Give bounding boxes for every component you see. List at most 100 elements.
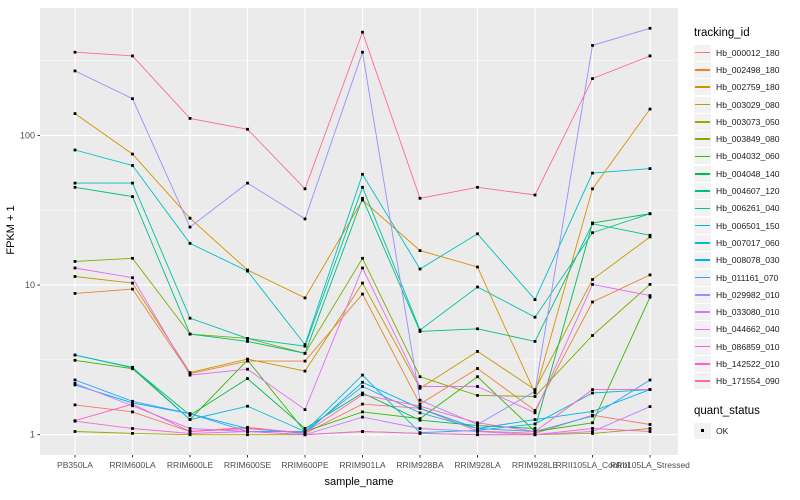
data-point (361, 410, 364, 414)
data-point (648, 26, 652, 30)
data-point (591, 171, 594, 175)
legend-item-label: Hb_007017_060 (716, 237, 780, 248)
data-point (246, 358, 249, 362)
data-point (476, 375, 479, 379)
legend-key (694, 338, 711, 355)
data-point (246, 269, 249, 273)
data-point (361, 198, 364, 202)
data-point (188, 225, 192, 229)
legend-key (694, 165, 711, 182)
data-point (188, 432, 192, 435)
legend-item: Hb_006261_040 (694, 200, 780, 217)
data-point (73, 112, 77, 115)
data-point (533, 427, 537, 430)
data-point (361, 196, 364, 200)
data-point (476, 423, 479, 426)
x-tick-label: RRIM901LA (339, 460, 386, 470)
data-point (648, 378, 652, 382)
data-point (591, 222, 594, 226)
data-point (246, 430, 249, 433)
data-point (533, 391, 537, 395)
data-point (188, 412, 192, 416)
legend-key-line-icon (695, 311, 710, 313)
data-point (476, 421, 479, 425)
data-point (131, 195, 134, 198)
legend-item: Hb_000012_180 (694, 44, 780, 61)
legend-item-label: Hb_029982_010 (716, 289, 780, 300)
data-point (361, 281, 364, 285)
data-point (476, 394, 479, 397)
data-point (418, 398, 422, 402)
data-point (131, 432, 134, 435)
legend-item-label: Hb_002759_180 (716, 82, 780, 93)
data-point (591, 430, 594, 433)
data-point (303, 217, 307, 221)
legend-item-label: Hb_008078_030 (716, 255, 780, 266)
legend-key (694, 113, 711, 130)
legend-item: Hb_004032_060 (694, 148, 780, 165)
data-point (73, 275, 77, 278)
legend-key-line-icon (695, 294, 710, 296)
x-axis-title: sample_name (324, 476, 394, 488)
legend-item: Hb_171554_090 (694, 373, 780, 390)
data-point (591, 77, 594, 80)
legend-item: Hb_003849_080 (694, 130, 780, 148)
data-point (533, 395, 537, 398)
data-point (418, 328, 422, 332)
data-point (131, 402, 134, 406)
data-point (73, 181, 77, 185)
legend-key (694, 234, 711, 251)
legend-item: Hb_003029_080 (694, 96, 780, 113)
data-point (476, 232, 479, 236)
legend-item-label: Hb_003849_080 (716, 134, 780, 145)
data-point (418, 402, 422, 406)
data-point (246, 181, 249, 185)
data-point (303, 296, 307, 300)
data-point (418, 411, 422, 415)
data-point (476, 367, 479, 370)
legend-item-label: Hb_004032_060 (716, 151, 780, 162)
x-tick-label: RRIM600PE (281, 460, 329, 470)
legend-item-label: Hb_086859_010 (716, 341, 780, 352)
legend-key (694, 44, 711, 61)
data-point (418, 427, 422, 430)
data-point (533, 433, 537, 437)
black-square-point-icon (700, 428, 705, 433)
data-point (418, 267, 422, 271)
data-point (591, 187, 594, 191)
data-point (73, 403, 77, 407)
data-point (188, 373, 192, 377)
legend-item-label: Hb_033080_010 (716, 307, 780, 318)
x-tick-label: RRIM928LE (512, 460, 559, 470)
data-point (73, 260, 77, 263)
data-point (188, 413, 192, 417)
x-tick-label: RRII105LA_Control (556, 460, 630, 470)
data-point (131, 410, 134, 414)
legend-item-label: Hb_004607_120 (716, 186, 780, 197)
y-axis-title: FPKM + 1 (5, 205, 17, 255)
data-point (418, 432, 422, 435)
legend-key (694, 373, 711, 390)
data-point (533, 430, 537, 433)
legend-key-line-icon (695, 224, 710, 227)
data-point (591, 421, 594, 425)
data-point (188, 418, 192, 421)
data-point (476, 385, 479, 388)
legend-item: Hb_004607_120 (694, 182, 780, 200)
data-point (533, 315, 537, 319)
data-point (246, 340, 249, 343)
legend-item-label: Hb_003029_080 (716, 99, 780, 110)
data-point (418, 418, 422, 422)
data-point (418, 417, 422, 420)
legend-key-line-icon (695, 380, 710, 383)
legend-item: Hb_008078_030 (694, 252, 780, 269)
x-tick-label: RRIM928BA (396, 460, 444, 470)
data-point (361, 430, 364, 433)
legend-key-line-icon (695, 51, 710, 54)
data-point (361, 393, 364, 397)
data-point (246, 367, 249, 371)
data-point (476, 327, 479, 331)
data-point (533, 193, 537, 197)
data-point (131, 97, 134, 101)
